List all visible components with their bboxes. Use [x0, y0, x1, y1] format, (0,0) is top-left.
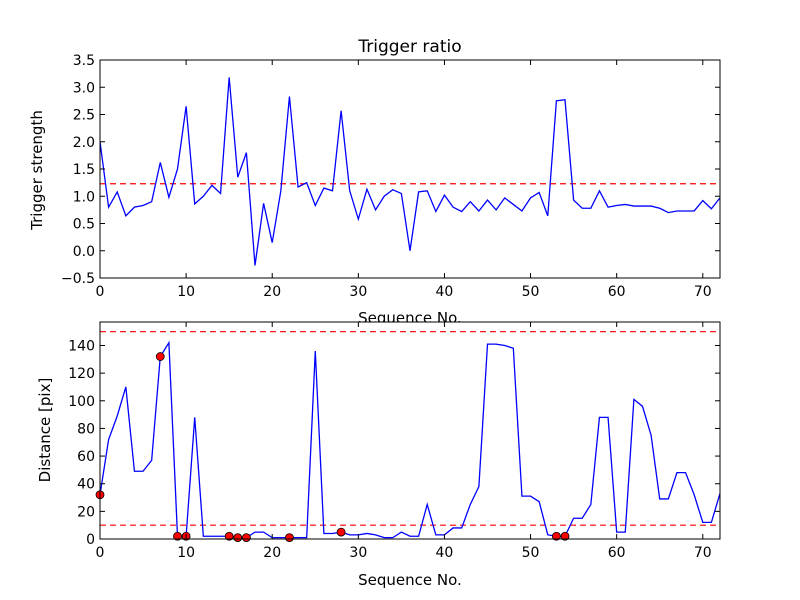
distance-marker-point [551, 531, 561, 541]
distance-y-tick-label: 60 [77, 449, 95, 465]
chart-title: Trigger ratio [357, 37, 461, 57]
distance-plot-background [100, 322, 720, 539]
distance-marker-point [233, 533, 243, 543]
distance-y-tick-label: 0 [86, 532, 95, 548]
distance-y-tick-label: 140 [68, 338, 95, 354]
distance-x-tick-label: 20 [263, 545, 281, 561]
distance-y-axis-label: Distance [pix] [36, 378, 54, 483]
trigger-x-tick-label: 0 [96, 284, 105, 300]
trigger-x-tick-label: 10 [177, 284, 195, 300]
distance-y-tick-label: 80 [77, 421, 95, 437]
trigger-y-tick-label: 2.0 [73, 135, 95, 151]
distance-marker-point [560, 531, 570, 541]
distance-y-tick-label: 120 [68, 366, 95, 382]
trigger-x-tick-label: 60 [608, 284, 626, 300]
distance-marker-point [173, 531, 182, 541]
distance-marker-point [224, 531, 234, 541]
distance-x-tick-label: 0 [96, 545, 105, 561]
trigger-series-line [100, 77, 720, 266]
distance-marker-point [336, 527, 346, 537]
distance-marker-point [285, 533, 294, 543]
distance-panel: 0 10 20 30 40 50 60 70 0 20 40 60 80 100 120 140 Sequen… [36, 321, 721, 589]
trigger-x-tick-label: 50 [522, 284, 540, 300]
trigger-plot-background [100, 60, 720, 278]
distance-series-group [100, 331, 720, 539]
distance-y-tick-label: 40 [77, 477, 95, 493]
trigger-y-tick-label: 3.5 [73, 53, 95, 69]
trigger-plot-area: 0 10 20 30 40 50 60 70 −0.5 0.0 0.5 1.0 1.5 2.0 2.5 3.0… [61, 53, 721, 300]
distance-x-tick-label: 50 [522, 545, 540, 561]
trigger-x-tick-label: 20 [263, 284, 281, 300]
trigger-x-tick-label: 40 [436, 284, 454, 300]
distance-x-tick-label: 30 [349, 545, 367, 561]
trigger-y-tick-label: 2.5 [73, 108, 95, 124]
trigger-ratio-panel: Trigger ratio 0 10 20 30 40 50 60 70 −0.5 0.0 0.5 1… [28, 37, 721, 327]
trigger-x-tick-label: 70 [694, 284, 712, 300]
distance-axes-frame [99, 321, 721, 540]
distance-y-tick-label: 100 [68, 394, 95, 410]
distance-x-tick-label: 70 [694, 545, 712, 561]
trigger-y-tick-label: −0.5 [61, 271, 95, 287]
distance-x-axis-label: Sequence No. [358, 571, 462, 589]
distance-plot-area: 0 10 20 30 40 50 60 70 0 20 40 60 80 100 120 140 [68, 321, 721, 561]
distance-series-line [100, 340, 720, 539]
distance-x-tick-label: 40 [436, 545, 454, 561]
trigger-y-tick-label: 1.5 [73, 162, 95, 178]
trigger-series-group [100, 77, 720, 266]
trigger-y-tick-label: 0.0 [73, 244, 95, 260]
distance-marker-point [241, 533, 251, 543]
trigger-x-tick-label: 30 [349, 284, 367, 300]
trigger-y-axis-label: Trigger strength [28, 110, 46, 231]
distance-x-tick-label: 60 [608, 545, 626, 561]
distance-x-tick-label: 10 [177, 545, 195, 561]
trigger-y-tick-label: 1.0 [73, 189, 95, 205]
distance-marker-point [155, 352, 165, 361]
distance-y-tick-label: 20 [77, 504, 95, 520]
trigger-y-tick-label: 3.0 [73, 80, 95, 96]
trigger-y-tick-label: 0.5 [73, 217, 95, 233]
